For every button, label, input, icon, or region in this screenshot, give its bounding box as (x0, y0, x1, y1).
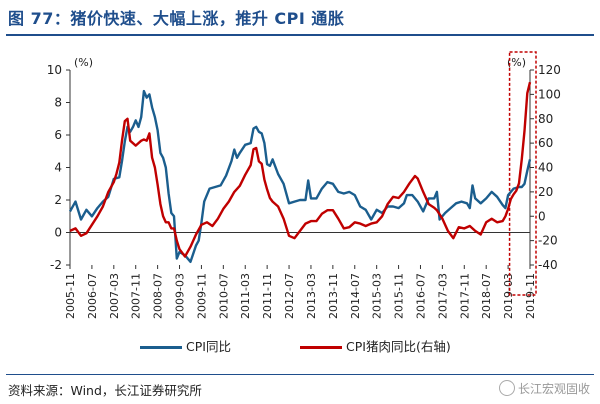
x-tick-label: 2016-07 (414, 273, 427, 319)
left-tick-label: 0 (54, 226, 62, 240)
x-tick-label: 2019-03 (502, 273, 515, 319)
x-tick-label: 2009-03 (174, 273, 187, 319)
right-tick-label: -20 (538, 234, 558, 248)
legend-label-cpi: CPI同比 (186, 339, 231, 354)
footer-divider (6, 374, 594, 375)
series-line-cpi (68, 89, 532, 263)
chart-title: 图 77：猪价快速、大幅上涨，推升 CPI 通胀 (8, 9, 345, 28)
right-tick-label: -40 (538, 258, 558, 272)
highlight-box (508, 51, 537, 296)
x-tick-label: 2006-07 (86, 273, 99, 319)
right-tick-label: 40 (538, 161, 553, 175)
series-line-pork (69, 81, 532, 258)
watermark: 长江宏观固收 (498, 380, 590, 397)
x-tick-label: 2015-11 (393, 273, 406, 319)
x-tick-label: 2017-03 (436, 273, 449, 319)
x-tick-label: 2019-11 (524, 273, 537, 319)
x-tick-label: 2011-03 (239, 273, 252, 319)
legend-label-pork: CPI猪肉同比(右轴) (346, 339, 451, 354)
left-tick-label: 10 (47, 63, 62, 77)
right-tick-label: 60 (538, 136, 553, 150)
legend-swatch-pork (300, 346, 342, 349)
legend-item-pork: CPI猪肉同比(右轴) (300, 336, 451, 355)
right-tick-label: 20 (538, 185, 553, 199)
x-tick-label: 2015-03 (371, 273, 384, 319)
x-tick-label: 2013-11 (327, 273, 340, 319)
left-axis-unit: (%) (74, 56, 93, 69)
right-tick-label: 100 (538, 87, 561, 101)
x-tick-label: 2005-11 (64, 273, 77, 319)
x-tick-label: 2007-11 (130, 273, 143, 319)
right-tick-label: 80 (538, 112, 553, 126)
left-tick-label: 2 (54, 193, 62, 207)
x-tick-label: 2009-11 (195, 273, 208, 319)
x-tick-label: 2010-07 (217, 273, 230, 319)
x-tick-label: 2007-03 (108, 273, 121, 319)
x-tick-label: 2014-07 (349, 273, 362, 319)
wechat-icon (498, 380, 515, 396)
x-tick-label: 2011-11 (261, 273, 274, 319)
x-tick-label: 2008-07 (152, 273, 165, 319)
legend-swatch-cpi (140, 346, 182, 349)
right-tick-label: 0 (538, 209, 546, 223)
x-tick-label: 2012-07 (283, 273, 296, 319)
right-axis-unit: (%) (507, 56, 526, 69)
title-divider (6, 34, 594, 36)
left-tick-label: 8 (54, 96, 62, 110)
legend-item-cpi: CPI同比 (140, 336, 231, 355)
x-tick-label: 2017-11 (458, 273, 471, 319)
left-tick-label: 6 (54, 128, 62, 142)
watermark-text: 长江宏观固收 (517, 382, 590, 396)
x-tick-label: 2013-03 (305, 273, 318, 319)
left-tick-label: -2 (50, 258, 62, 272)
right-tick-label: 120 (538, 63, 561, 77)
x-tick-label: 2018-07 (480, 273, 493, 319)
legend: CPI同比 CPI猪肉同比(右轴) (0, 334, 600, 356)
source-note: 资料来源：Wind，长江证券研究所 (8, 383, 202, 398)
left-tick-label: 4 (54, 161, 62, 175)
